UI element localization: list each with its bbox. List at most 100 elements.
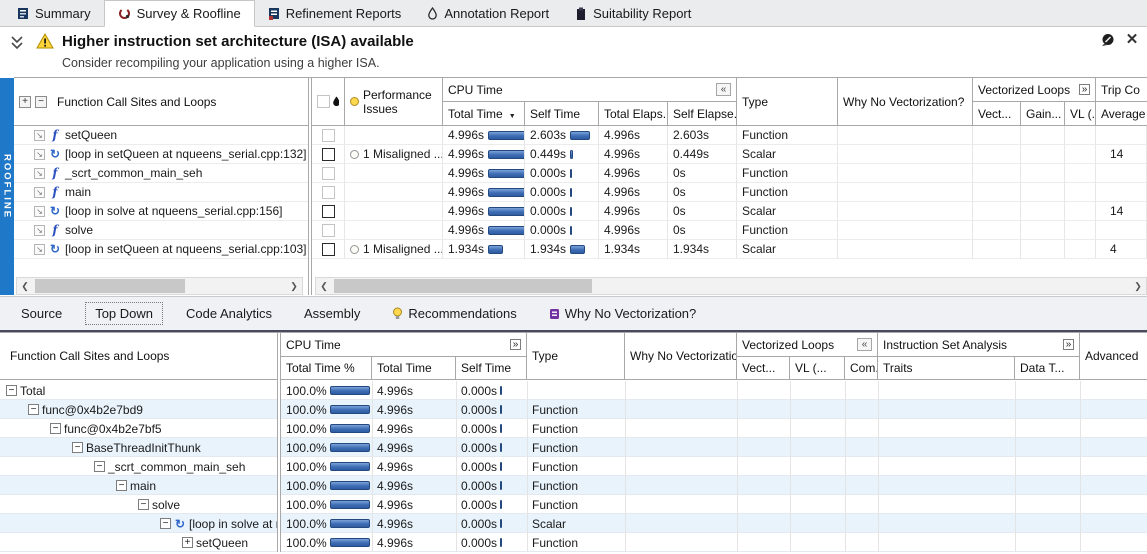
function-tree-cell[interactable]: BaseThreadInitThunk — [0, 438, 277, 457]
data-pane-hscrollbar[interactable]: ❮ ❯ — [315, 277, 1147, 295]
performance-issues-cell[interactable] — [345, 126, 443, 145]
jump-to-source-icon[interactable]: ↘ — [34, 149, 45, 160]
tab-code-analytics[interactable]: Code Analytics — [177, 303, 281, 324]
tab-suitability-report[interactable]: Suitability Report — [562, 0, 704, 27]
function-tree-cell[interactable]: _scrt_common_main_seh — [0, 457, 277, 476]
tree-expander[interactable] — [160, 518, 171, 529]
jump-to-source-icon[interactable]: ↘ — [34, 168, 45, 179]
advanced-column-header[interactable]: Advanced — [1080, 333, 1147, 380]
table-row[interactable]: ↘ _scrt_common_main_seh 4.996s 0.000s 4.… — [14, 164, 1147, 183]
vectorized-loops-group-header[interactable]: Vectorized Loops — [973, 78, 1096, 102]
table-row[interactable]: ↘ solve 4.996s 0.000s 4.996s 0s Function — [14, 221, 1147, 240]
scroll-right-arrow[interactable]: ❯ — [286, 278, 302, 294]
function-tree-cell[interactable]: Total — [0, 381, 277, 400]
jump-to-source-icon[interactable]: ↘ — [34, 206, 45, 217]
vl-column-header[interactable]: VL (... — [1065, 102, 1096, 126]
tab-recommendations[interactable]: Recommendations — [383, 303, 525, 324]
jump-to-source-icon[interactable]: ↘ — [34, 187, 45, 198]
row-checkbox-cell[interactable] — [312, 202, 345, 221]
type-column-header[interactable]: Type — [527, 333, 625, 380]
tree-column-header[interactable]: + − Function Call Sites and Loops — [14, 78, 308, 126]
cpu-time-group-header[interactable]: CPU Time — [443, 78, 737, 102]
tree-column-header[interactable]: Function Call Sites and Loops — [0, 333, 277, 380]
row-checkbox[interactable] — [322, 243, 335, 256]
row-checkbox-cell[interactable] — [312, 221, 345, 240]
row-checkbox[interactable] — [322, 148, 335, 161]
expand-group-icon[interactable] — [510, 339, 521, 350]
tab-refinement-reports[interactable]: Refinement Reports — [255, 0, 415, 27]
row-checkbox-cell[interactable] — [312, 183, 345, 202]
tree-expander[interactable] — [50, 423, 61, 434]
performance-issues-cell[interactable] — [345, 221, 443, 240]
trip-average-column-header[interactable]: Average — [1096, 102, 1147, 126]
tree-expander[interactable] — [6, 385, 17, 396]
table-row[interactable]: ↘ [loop in setQueen at nqueens_serial.cp… — [14, 145, 1147, 164]
traits-column-header[interactable]: Traits — [878, 357, 1015, 380]
tree-expander[interactable] — [182, 537, 193, 548]
tab-survey-roofline[interactable]: Survey & Roofline — [104, 0, 255, 27]
feedback-icon[interactable] — [1101, 33, 1116, 47]
row-checkbox-cell[interactable] — [312, 145, 345, 164]
row-checkbox-cell[interactable] — [312, 164, 345, 183]
tree-table-row[interactable]: [loop in solve at nqueens_ 100.0% 4.996s… — [0, 514, 1147, 533]
tree-table-row[interactable]: func@0x4b2e7bd9 100.0% 4.996s 0.000s Fun… — [0, 400, 1147, 419]
expand-group-icon[interactable] — [1079, 84, 1090, 95]
function-tree-cell[interactable]: ↘ [loop in setQueen at nqueens_serial.cp… — [14, 145, 308, 164]
vectorized-loops-group-header[interactable]: Vectorized Loops — [737, 333, 878, 357]
function-tree-cell[interactable]: solve — [0, 495, 277, 514]
jump-to-source-icon[interactable]: ↘ — [34, 225, 45, 236]
function-tree-cell[interactable]: ↘ [loop in solve at nqueens_serial.cpp:1… — [14, 202, 308, 221]
tree-table-row[interactable]: solve 100.0% 4.996s 0.000s Function — [0, 495, 1147, 514]
scroll-left-arrow[interactable]: ❮ — [316, 278, 332, 294]
function-tree-cell[interactable]: ↘ solve — [14, 221, 308, 240]
function-tree-cell[interactable]: ↘ [loop in setQueen at nqueens_serial.cp… — [14, 240, 308, 259]
total-time-pct-column-header[interactable]: Total Time % — [281, 357, 372, 380]
table-row[interactable]: ↘ [loop in setQueen at nqueens_serial.cp… — [14, 240, 1147, 259]
function-tree-cell[interactable]: func@0x4b2e7bf5 — [0, 419, 277, 438]
performance-issues-cell[interactable] — [345, 164, 443, 183]
collapse-group-icon[interactable] — [716, 83, 731, 96]
instruction-set-analysis-group-header[interactable]: Instruction Set Analysis — [878, 333, 1080, 357]
jump-to-source-icon[interactable]: ↘ — [34, 130, 45, 141]
tab-why-no-vectorization[interactable]: Why No Vectorization? — [540, 303, 706, 324]
tab-summary[interactable]: Summary — [4, 0, 104, 27]
tree-expander[interactable] — [94, 461, 105, 472]
self-time-column-header[interactable]: Self Time — [525, 102, 599, 126]
performance-issues-cell[interactable] — [345, 183, 443, 202]
performance-issues-cell[interactable]: 1 Misaligned ... — [345, 145, 443, 164]
table-row[interactable]: ↘ setQueen 4.996s 2.603s 4.996s 2.603s F… — [14, 126, 1147, 145]
function-tree-cell[interactable]: ↘ main — [14, 183, 308, 202]
tree-expander[interactable] — [138, 499, 149, 510]
tree-pane-hscrollbar[interactable]: ❮ ❯ — [16, 277, 303, 295]
function-tree-cell[interactable]: [loop in solve at nqueens_ — [0, 514, 277, 533]
table-row[interactable]: ↘ [loop in solve at nqueens_serial.cpp:1… — [14, 202, 1147, 221]
why-no-vectorization-column-header[interactable]: Why No Vectorization? — [625, 333, 737, 380]
function-tree-cell[interactable]: main — [0, 476, 277, 495]
expand-group-icon[interactable] — [1063, 339, 1074, 350]
total-elapsed-column-header[interactable]: Total Elaps... — [599, 102, 668, 126]
roofline-vertical-tab[interactable]: ROOFLINE — [0, 78, 14, 295]
tree-table-row[interactable]: BaseThreadInitThunk 100.0% 4.996s 0.000s… — [0, 438, 1147, 457]
row-checkbox[interactable] — [322, 129, 335, 142]
self-time-column-header[interactable]: Self Time — [456, 357, 527, 380]
data-types-column-header[interactable]: Data T... — [1015, 357, 1080, 380]
gain-column-header[interactable]: Gain... — [1021, 102, 1065, 126]
function-tree-cell[interactable]: setQueen — [0, 533, 277, 552]
collapse-all-button[interactable]: − — [35, 96, 47, 108]
scrollbar-thumb[interactable] — [334, 279, 592, 293]
function-tree-cell[interactable]: ↘ _scrt_common_main_seh — [14, 164, 308, 183]
compiler-column-header[interactable]: Com.. — [845, 357, 878, 380]
scroll-left-arrow[interactable]: ❮ — [17, 278, 33, 294]
function-tree-cell[interactable]: ↘ setQueen — [14, 126, 308, 145]
tab-assembly[interactable]: Assembly — [295, 303, 369, 324]
tree-table-row[interactable]: func@0x4b2e7bf5 100.0% 4.996s 0.000s Fun… — [0, 419, 1147, 438]
tab-top-down[interactable]: Top Down — [85, 302, 163, 325]
performance-issues-cell[interactable]: 1 Misaligned ... — [345, 240, 443, 259]
tree-expander[interactable] — [72, 442, 83, 453]
row-checkbox-cell[interactable] — [312, 240, 345, 259]
vl-column-header[interactable]: VL (... — [790, 357, 845, 380]
total-time-column-header[interactable]: Total Time — [443, 102, 525, 126]
table-row[interactable]: ↘ main 4.996s 0.000s 4.996s 0s Function — [14, 183, 1147, 202]
total-time-column-header[interactable]: Total Time — [372, 357, 456, 380]
tab-source[interactable]: Source — [12, 303, 71, 324]
